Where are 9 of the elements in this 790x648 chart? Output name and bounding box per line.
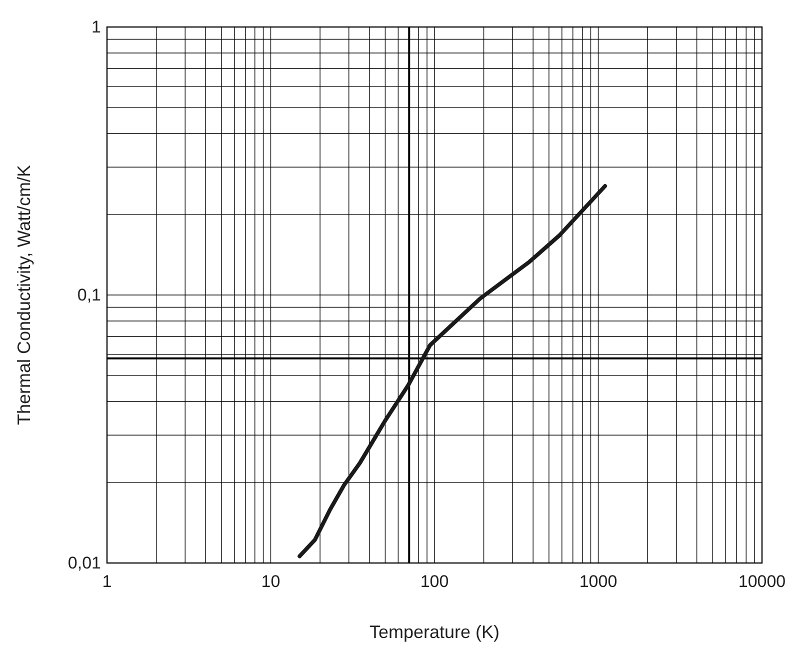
y-tick-label: 0,01 [68, 553, 101, 572]
x-tick-label: 10 [261, 572, 280, 592]
x-tick-label: 1000 [579, 572, 618, 592]
y-axis-title: Thermal Conductivity, Watt/cm/K [14, 164, 34, 426]
x-tick-label: 100 [420, 572, 449, 592]
y-tick-label: 1 [92, 17, 101, 36]
x-tick-label: 10000 [738, 572, 786, 592]
y-tick-label: 0,1 [77, 285, 101, 304]
x-axis-title: Temperature (K) [369, 622, 500, 642]
